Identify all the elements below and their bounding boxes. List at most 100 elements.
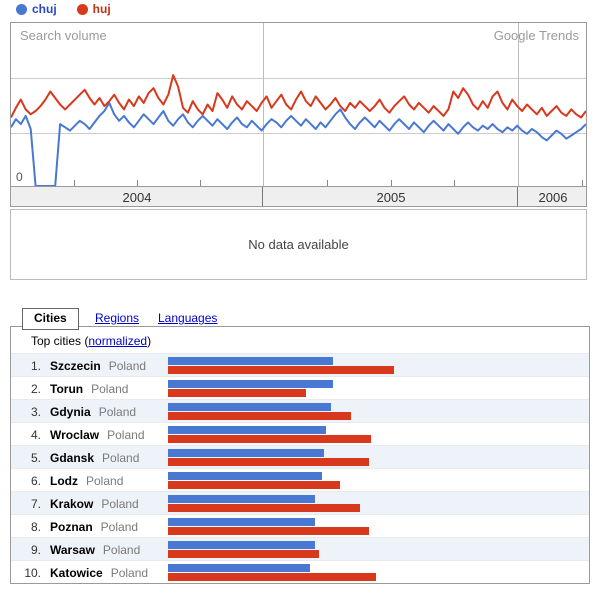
city-bars [168,423,398,446]
city-row-label: 10. Katowice Poland [15,566,148,580]
x-axis-band: 2004 2005 2006 [10,186,587,207]
chuj-bar [168,472,322,480]
city-rank: 8. [30,520,41,534]
city-rows: 1. Szczecin Poland 2. Torun Poland 3. Gdynia Pol… [11,353,589,583]
city-row-label: 8. Poznan Poland [15,520,138,534]
city-name: Lodz [50,474,78,488]
city-rank: 3. [30,405,41,419]
city-country: Poland [98,405,137,419]
city-name: Krakow [50,497,94,511]
huj-bar [168,435,371,443]
huj-bar [168,550,319,558]
quarter-tick [200,180,201,186]
city-country: Poland [107,428,145,442]
city-row: 3. Gdynia Poland [11,399,589,422]
chuj-bar [168,564,310,572]
city-rank: 2. [30,382,41,396]
city-row: 5. Gdansk Poland [11,445,589,468]
city-row-label: 7. Krakow Poland [15,497,139,511]
header-suffix: ) [147,334,152,348]
horizontal-gridline [11,133,586,134]
city-country: Poland [108,359,147,373]
trend-lines [11,74,586,186]
city-name: Torun [50,382,84,396]
city-row-label: 9. Warsaw Poland [15,543,140,557]
tab-regions[interactable]: Regions [95,311,140,325]
city-rank: 7. [30,497,41,511]
huj-bar [168,412,351,420]
quarter-tick [74,180,75,186]
vertical-gridline-2006 [518,23,519,186]
header-prefix: Top cities ( [31,334,89,348]
city-name: Poznan [50,520,93,534]
huj-bar [168,366,394,374]
city-row-label: 6. Lodz Poland [15,474,123,488]
year-divider [517,187,518,206]
city-country: Poland [100,520,139,534]
year-label-2005: 2005 [376,190,406,205]
chuj-bar [168,357,333,365]
city-rank: 4. [30,428,41,442]
city-row-label: 1. Szczecin Poland [15,359,146,373]
quarter-tick [582,180,583,186]
huj-bar [168,573,376,581]
chart-legend: chuj huj [16,2,111,16]
city-country: Poland [102,543,141,557]
city-bars [168,492,398,515]
city-name: Gdynia [50,405,91,419]
city-row: 9. Warsaw Poland [11,537,589,560]
legend-label-chuj: chuj [32,2,57,16]
year-label-2004: 2004 [122,190,152,205]
huj-bar [168,458,369,466]
city-rank: 9. [30,543,41,557]
vertical-gridline-2005 [263,23,264,186]
city-row: 2. Torun Poland [11,376,589,399]
city-row-label: 5. Gdansk Poland [15,451,139,465]
city-rank: 10. [24,566,41,580]
city-name: Warsaw [50,543,95,557]
google-trends-watermark: Google Trends [493,28,579,43]
city-row: 8. Poznan Poland [11,514,589,537]
city-bars [168,538,398,561]
chuj-bar [168,518,315,526]
year-divider [262,187,263,206]
city-row: 6. Lodz Poland [11,468,589,491]
legend-label-huj: huj [92,2,111,16]
top-cities-header: Top cities (normalized) [11,327,589,353]
quarter-tick [391,180,392,186]
city-bars [168,561,398,584]
city-row-label: 3. Gdynia Poland [15,405,136,419]
chart-title: Search volume [20,28,107,43]
chuj-bar [168,380,333,388]
huj-dot-icon [76,3,88,15]
city-bars [168,446,398,469]
chuj-bar [168,541,315,549]
tab-cities[interactable]: Cities [22,308,79,330]
city-rank: 1. [30,359,41,373]
quarter-tick [454,180,455,186]
chuj-bar [168,403,331,411]
horizontal-gridline [11,78,586,79]
trend-chart: Search volume Google Trends 0 [10,22,587,186]
city-row-label: 2. Torun Poland [15,382,129,396]
city-name: Katowice [50,566,103,580]
no-data-message: No data available [248,237,349,252]
city-country: Poland [110,566,149,580]
city-name: Wroclaw [50,428,100,442]
city-country: Poland [102,451,140,465]
tab-languages[interactable]: Languages [158,311,218,325]
city-bars [168,515,398,538]
city-bars [168,400,398,423]
city-bars [168,354,398,377]
quarter-tick [137,180,138,186]
year-label-2006: 2006 [538,190,568,205]
city-rank: 5. [30,451,41,465]
city-country: Poland [86,474,124,488]
series-line-chuj [11,101,586,186]
huj-bar [168,504,360,512]
chuj-dot-icon [16,3,27,15]
city-country: Poland [91,382,129,396]
normalized-link[interactable]: normalized [88,334,148,348]
city-name: Szczecin [50,359,101,373]
